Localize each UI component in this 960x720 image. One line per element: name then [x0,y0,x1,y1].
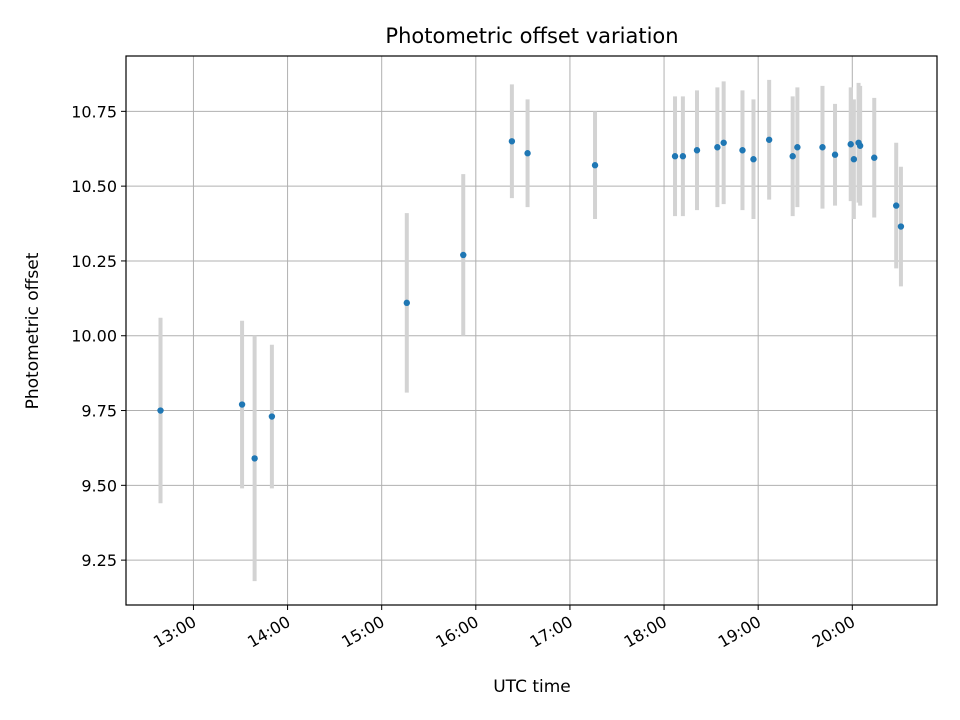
data-point [739,147,746,154]
data-point [720,139,727,146]
y-axis-label: Photometric offset [23,252,43,409]
plot-frame [125,55,938,606]
y-tick-label: 9.25 [81,551,117,570]
y-tick-label: 10.25 [71,252,117,271]
data-point [794,144,801,151]
data-point [893,202,900,209]
data-point [403,299,410,307]
data-point [508,138,516,145]
data-point [460,251,467,259]
data-point [789,153,796,160]
data-point [819,144,826,151]
data-point [671,153,679,160]
data-point [871,154,878,161]
y-tick-label: 10.00 [71,327,117,346]
y-axis-ticks: 9.25 9.50 9.75 10.00 10.25 10.50 10.75 [71,102,126,570]
data-points [157,136,905,462]
data-point [679,153,687,160]
chart-title: Photometric offset variation [385,24,678,48]
data-point [251,455,258,462]
y-tick-label: 9.75 [81,402,117,421]
data-point [157,407,164,414]
x-axis-label: UTC time [493,677,571,697]
data-point [831,151,839,158]
y-tick-label: 9.50 [81,476,117,495]
data-point [714,144,721,151]
data-point [693,147,701,154]
data-point [750,156,757,163]
data-point [847,141,854,148]
data-point [268,413,276,420]
data-point [591,162,599,169]
data-point [897,223,905,230]
data-point [850,156,858,163]
y-tick-label: 10.50 [71,177,117,196]
data-point [238,401,246,408]
grid [126,56,937,605]
data-point [856,142,864,149]
data-point [765,136,773,143]
data-point [524,150,531,157]
y-tick-label: 10.75 [71,102,117,121]
